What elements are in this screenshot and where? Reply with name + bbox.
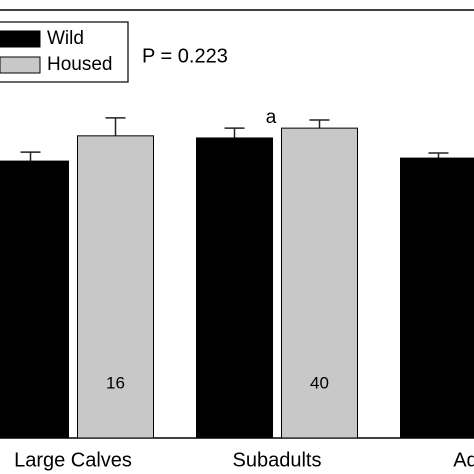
bar [77,135,154,439]
legend-label: Housed [47,54,113,75]
bar [196,137,273,439]
sample-size: 40 [310,373,329,392]
legend-swatch [0,30,41,48]
x-tick-label: Subadults [233,449,322,471]
legend-label: Wild [47,28,84,49]
sample-size: 16 [106,373,125,392]
p-value: P = 0.223 [142,45,228,67]
legend-swatch [0,56,41,74]
bar [400,157,474,439]
bar [0,160,69,439]
x-tick-label: Large Calves [14,449,132,471]
bar [281,127,358,439]
significance-letter: a [266,107,277,128]
sample-size: 15 [21,373,40,392]
sample-size: 90 [429,373,448,392]
sample-size: 32 [225,373,244,392]
x-tick-label: Adults [453,449,474,471]
